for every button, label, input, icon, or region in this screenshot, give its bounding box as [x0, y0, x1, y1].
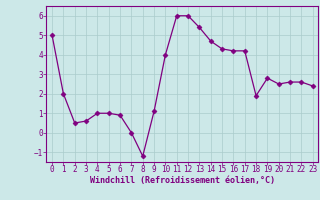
X-axis label: Windchill (Refroidissement éolien,°C): Windchill (Refroidissement éolien,°C) — [90, 176, 275, 185]
